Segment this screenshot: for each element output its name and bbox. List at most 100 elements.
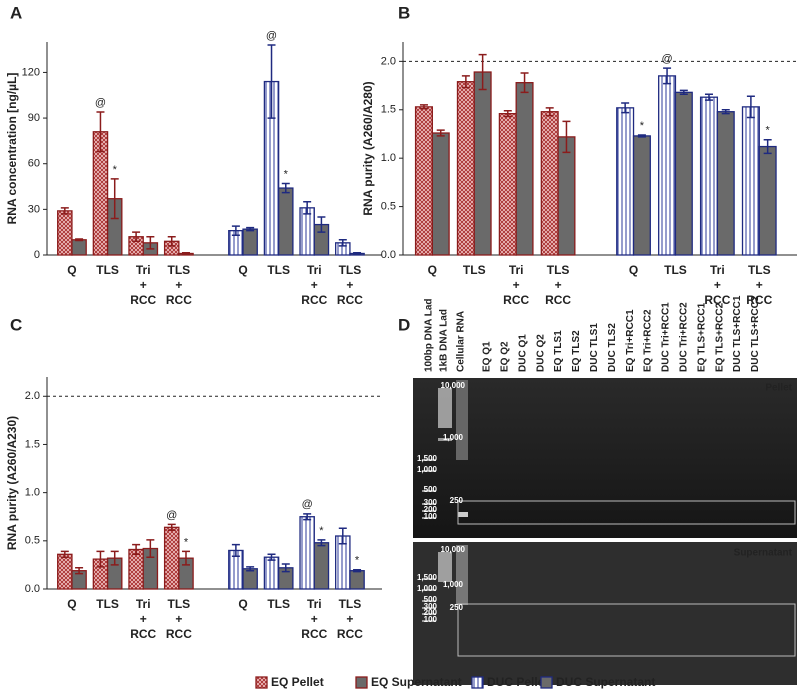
bar xyxy=(431,132,450,256)
lane-label: EQ Tri+RCC1 xyxy=(625,309,636,372)
bar xyxy=(263,556,280,590)
marker-label: 1,000 xyxy=(417,465,438,474)
y-tick-label: 1.5 xyxy=(381,104,396,116)
annotation: * xyxy=(640,120,645,132)
bar xyxy=(414,106,433,256)
marker-label: 500 xyxy=(424,595,438,604)
error-bar xyxy=(303,513,312,521)
error-bar xyxy=(663,67,672,85)
bar xyxy=(349,570,365,590)
x-tick-label: Q xyxy=(67,597,76,611)
error-bar xyxy=(353,251,362,255)
error-bar xyxy=(461,75,470,89)
error-bar xyxy=(317,539,326,547)
y-tick-label: 1.0 xyxy=(381,152,396,164)
bar xyxy=(128,548,144,590)
error-bar xyxy=(763,139,772,155)
x-tick-label: Q xyxy=(629,263,638,277)
bar xyxy=(242,568,258,590)
y-tick-label: 60 xyxy=(28,158,40,170)
bar xyxy=(632,135,651,256)
lane-label: DUC TLS+RCC1 xyxy=(732,295,743,372)
annotation: * xyxy=(355,555,360,567)
x-tick-label: TLS xyxy=(267,597,290,611)
region-box xyxy=(457,500,796,525)
x-tick-label: TLS + RCC xyxy=(166,597,192,641)
annotation: * xyxy=(113,164,118,176)
lane-label: EQ TLS+RCC2 xyxy=(714,302,725,372)
lane-label: Cellular RNA xyxy=(456,311,467,372)
y-axis-label: RNA purity (A260/A230) xyxy=(5,416,19,550)
x-tick-label: Tri + RCC xyxy=(301,597,327,641)
x-tick-label: Q xyxy=(67,263,76,277)
error-bar xyxy=(267,553,276,561)
lane-label: DUC TLS2 xyxy=(607,323,618,372)
y-tick-label: 1.0 xyxy=(25,487,40,499)
marker-label: 1,500 xyxy=(417,454,438,463)
error-bar xyxy=(167,523,176,531)
bar xyxy=(299,207,315,256)
legend-label: DUC Supernatant xyxy=(556,675,655,689)
x-tick-label: Q xyxy=(238,597,247,611)
error-bar xyxy=(146,539,155,558)
error-bar xyxy=(520,72,529,94)
x-tick-label: TLS + RCC xyxy=(337,263,363,307)
marker-label: 1,000 xyxy=(417,584,438,593)
error-bar xyxy=(478,53,487,91)
error-bar xyxy=(246,226,255,232)
error-bar xyxy=(679,89,688,96)
error-bar xyxy=(281,563,290,573)
error-bar xyxy=(75,567,84,575)
gel-images xyxy=(413,378,797,685)
bar xyxy=(616,107,635,256)
y-tick-label: 120 xyxy=(22,66,40,78)
bar xyxy=(242,228,258,256)
error-bar xyxy=(436,129,445,137)
error-bar xyxy=(746,95,755,119)
gel-section-label: Pellet xyxy=(765,383,792,394)
marker-label: 1,000 xyxy=(443,433,464,442)
lane-label: 1kB DNA Lad xyxy=(439,309,450,372)
error-bar xyxy=(721,109,730,115)
x-tick-label: Tri + RCC xyxy=(503,263,529,307)
marker-label: 250 xyxy=(450,496,464,505)
x-tick-label: TLS + RCC xyxy=(746,263,772,307)
bar xyxy=(658,75,677,256)
lane-label: EQ TLS+RCC1 xyxy=(696,302,707,372)
marker-label: 1,500 xyxy=(417,573,438,582)
annotation: * xyxy=(284,168,289,180)
annotation: @ xyxy=(661,53,672,65)
bar xyxy=(456,81,475,256)
bar xyxy=(758,145,777,256)
error-bar xyxy=(96,550,105,568)
annotation: * xyxy=(766,125,771,137)
bar xyxy=(57,553,73,590)
bar xyxy=(716,111,735,256)
legend-label: EQ Pellet xyxy=(271,675,324,689)
lane-label: DUC Tri+RCC1 xyxy=(661,302,672,372)
x-tick-label: Q xyxy=(238,263,247,277)
legend-label: DUC Pellet xyxy=(487,675,548,689)
error-bar xyxy=(75,238,84,242)
bar xyxy=(473,71,492,256)
y-tick-label: 90 xyxy=(28,112,40,124)
lane-label: EQ Q2 xyxy=(500,341,511,372)
gel-pellet xyxy=(413,378,797,538)
region-box xyxy=(457,603,796,657)
annotation: * xyxy=(184,536,189,548)
error-bar xyxy=(562,120,571,154)
panel-label: D xyxy=(398,315,410,334)
x-tick-label: TLS + RCC xyxy=(166,263,192,307)
y-tick-label: 0.0 xyxy=(381,249,396,261)
error-bar xyxy=(621,102,630,114)
x-tick-label: Tri + RCC xyxy=(301,263,327,307)
error-bar xyxy=(181,550,190,566)
panel-label: C xyxy=(10,315,22,334)
bar xyxy=(741,106,760,256)
error-bar xyxy=(503,109,512,118)
y-axis-label: RNA purity (A260/A280) xyxy=(361,81,375,215)
bar xyxy=(277,187,294,256)
error-bar xyxy=(231,225,240,236)
x-tick-label: TLS xyxy=(267,263,290,277)
